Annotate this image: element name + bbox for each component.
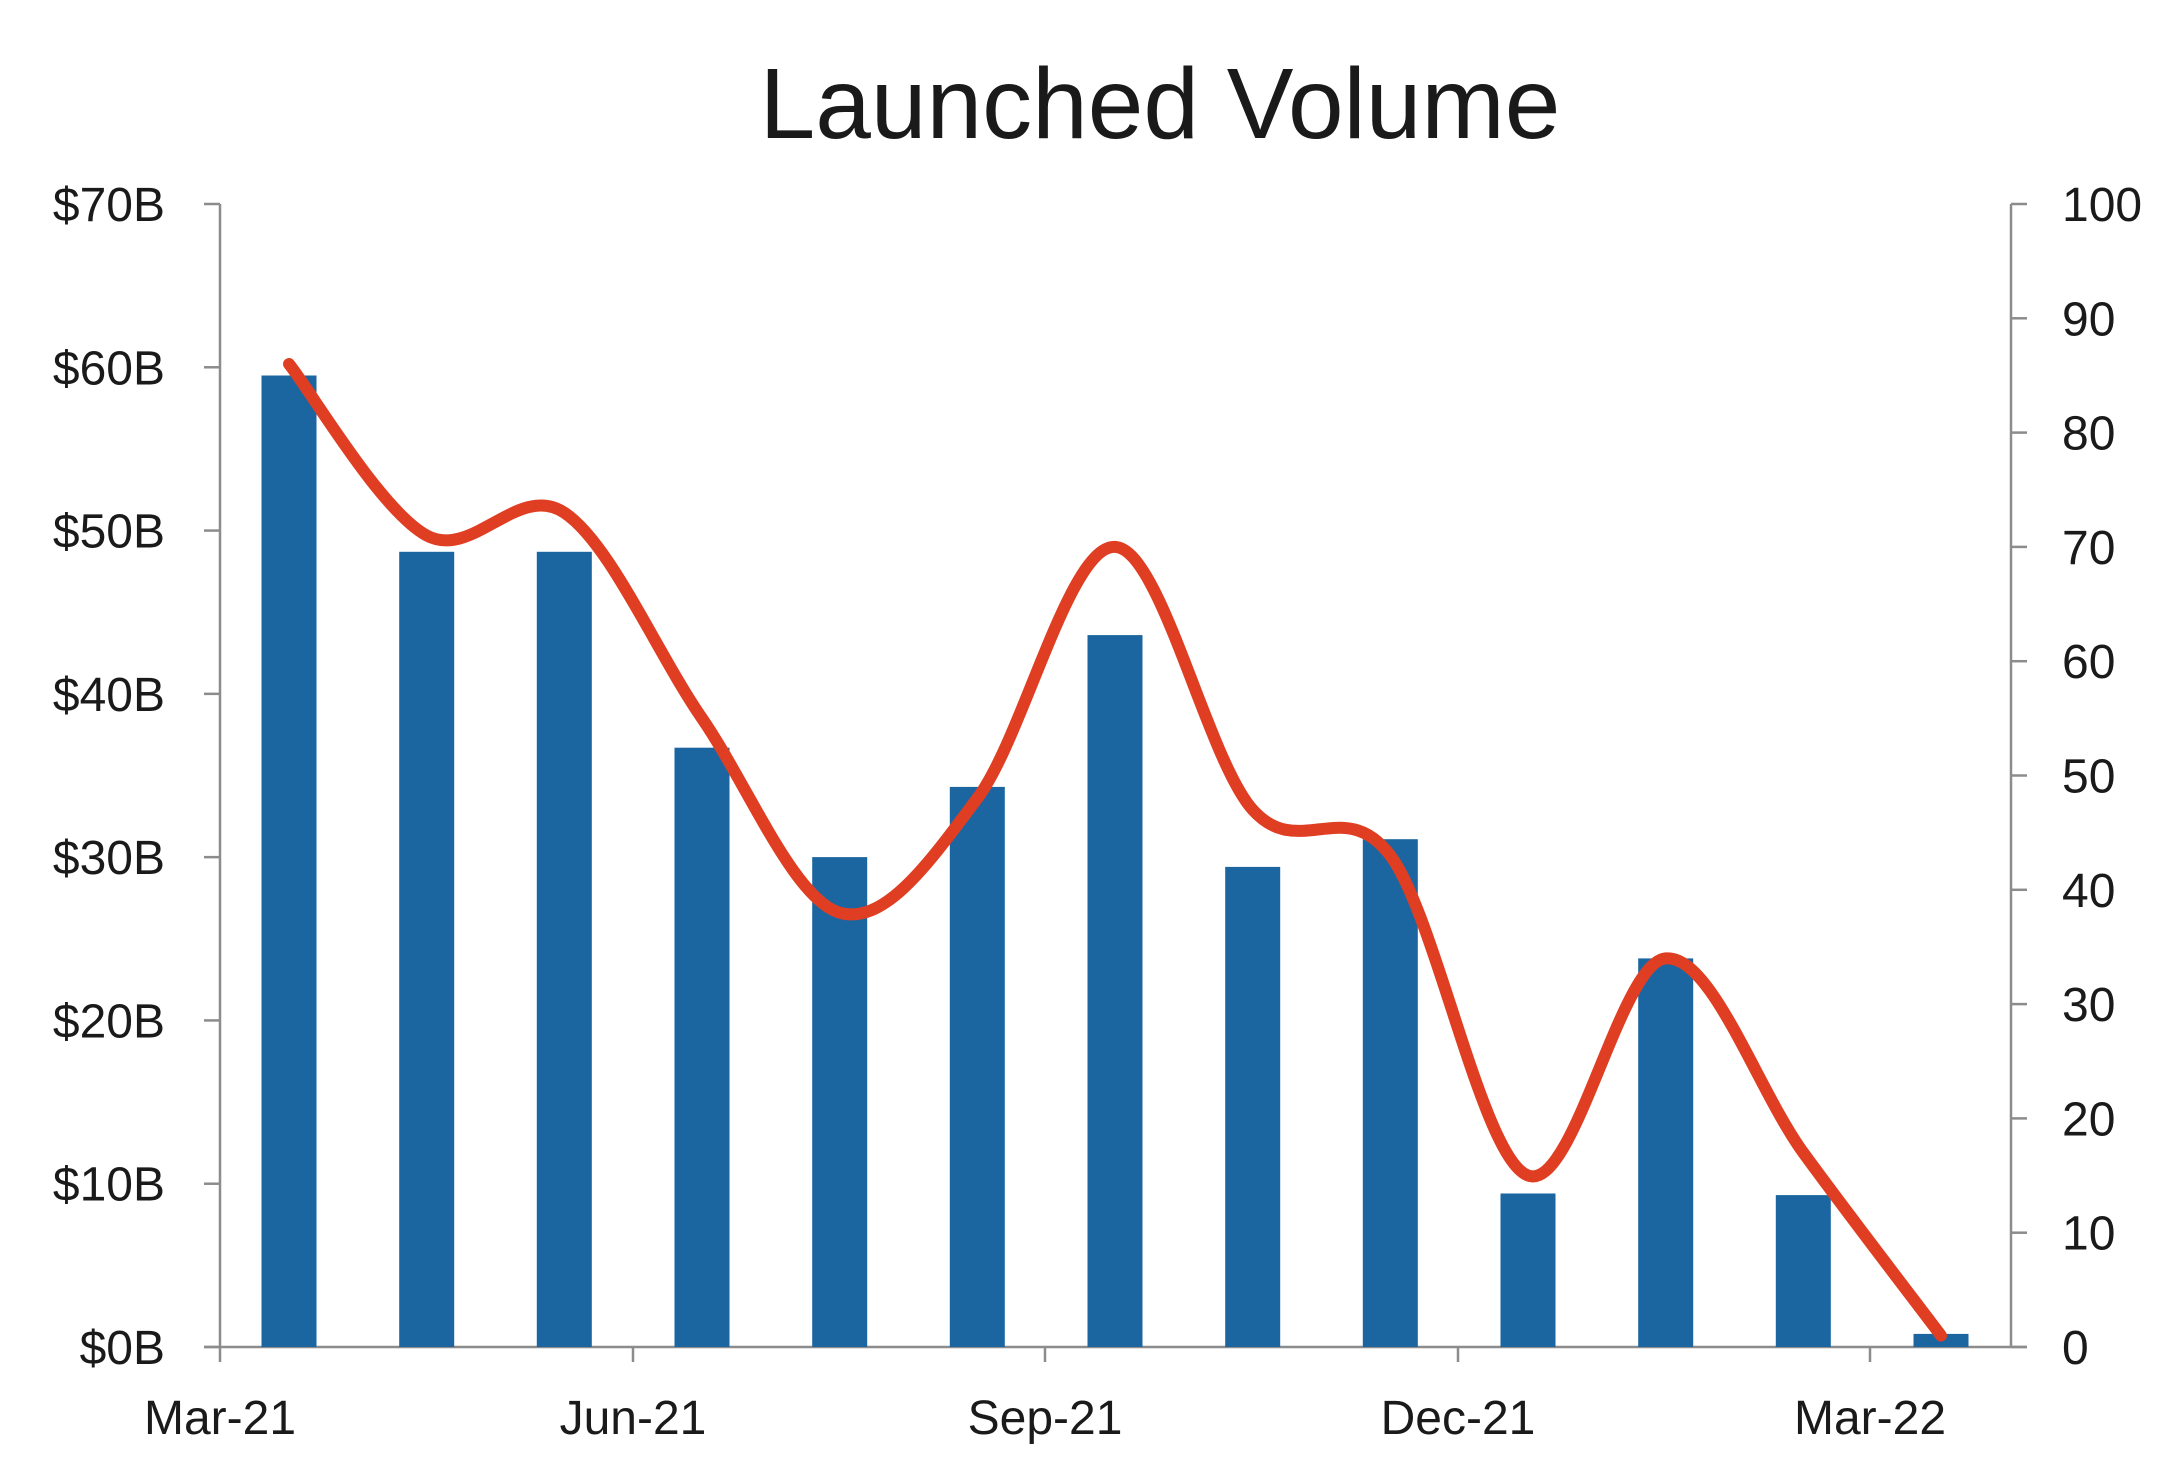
right-y-tick-label: 0 xyxy=(2062,1322,2089,1375)
left-y-tick-label: $0B xyxy=(80,1322,165,1375)
right-y-axis xyxy=(2009,202,2027,1349)
right-y-tick-label: 90 xyxy=(2062,293,2115,346)
x-axis xyxy=(204,1345,2027,1362)
left-y-tick-label: $50B xyxy=(53,506,165,559)
bar-series xyxy=(261,375,1969,1347)
x-tick-labels: Mar-21 Jun-21 Sep-21 Dec-21 Mar-22 xyxy=(144,1392,1946,1445)
x-tick-label: Mar-22 xyxy=(1794,1392,1946,1445)
bar-Nov-21 xyxy=(1362,839,1418,1347)
right-y-tick-label: 80 xyxy=(2062,408,2115,461)
bar-Jun-21 xyxy=(674,747,730,1347)
bar-Aug-21 xyxy=(949,786,1005,1347)
left-y-tick-label: $20B xyxy=(53,995,165,1048)
x-tick-label: Mar-21 xyxy=(144,1392,296,1445)
bar-Feb-22 xyxy=(1775,1195,1831,1347)
right-y-tick-label: 40 xyxy=(2062,865,2115,918)
right-y-tick-labels: 0 10 20 30 40 50 60 70 80 90 100 xyxy=(2062,179,2142,1375)
left-y-tick-label: $10B xyxy=(53,1159,165,1212)
right-y-tick-label: 30 xyxy=(2062,979,2115,1032)
left-y-tick-label: $70B xyxy=(53,179,165,232)
left-y-axis xyxy=(204,202,222,1349)
bar-Apr-21 xyxy=(399,551,455,1347)
bar-Jan-22 xyxy=(1638,958,1694,1347)
x-tick-label: Jun-21 xyxy=(560,1392,707,1445)
right-y-tick-label: 70 xyxy=(2062,522,2115,575)
bar-Mar-21 xyxy=(261,375,317,1347)
chart-title: Launched Volume xyxy=(760,48,1561,160)
right-y-tick-label: 100 xyxy=(2062,179,2142,232)
right-y-tick-label: 20 xyxy=(2062,1093,2115,1146)
line-series xyxy=(283,358,1947,1342)
x-tick-label: Dec-21 xyxy=(1381,1392,1536,1445)
bar-Sep-21 xyxy=(1087,635,1143,1347)
left-y-tick-label: $40B xyxy=(53,669,165,722)
bar-Oct-21 xyxy=(1225,866,1281,1347)
right-y-tick-label: 10 xyxy=(2062,1208,2115,1261)
bar-Jul-21 xyxy=(812,857,868,1347)
right-y-tick-label: 50 xyxy=(2062,751,2115,804)
right-y-tick-label: 60 xyxy=(2062,636,2115,689)
left-y-tick-label: $60B xyxy=(53,342,165,395)
bar-May-21 xyxy=(536,551,592,1347)
x-tick-label: Sep-21 xyxy=(968,1392,1123,1445)
left-y-tick-label: $30B xyxy=(53,832,165,885)
bar-Dec-21 xyxy=(1500,1193,1556,1347)
left-y-tick-labels: $0B $10B $20B $30B $40B $50B $60B $70B xyxy=(53,179,165,1375)
